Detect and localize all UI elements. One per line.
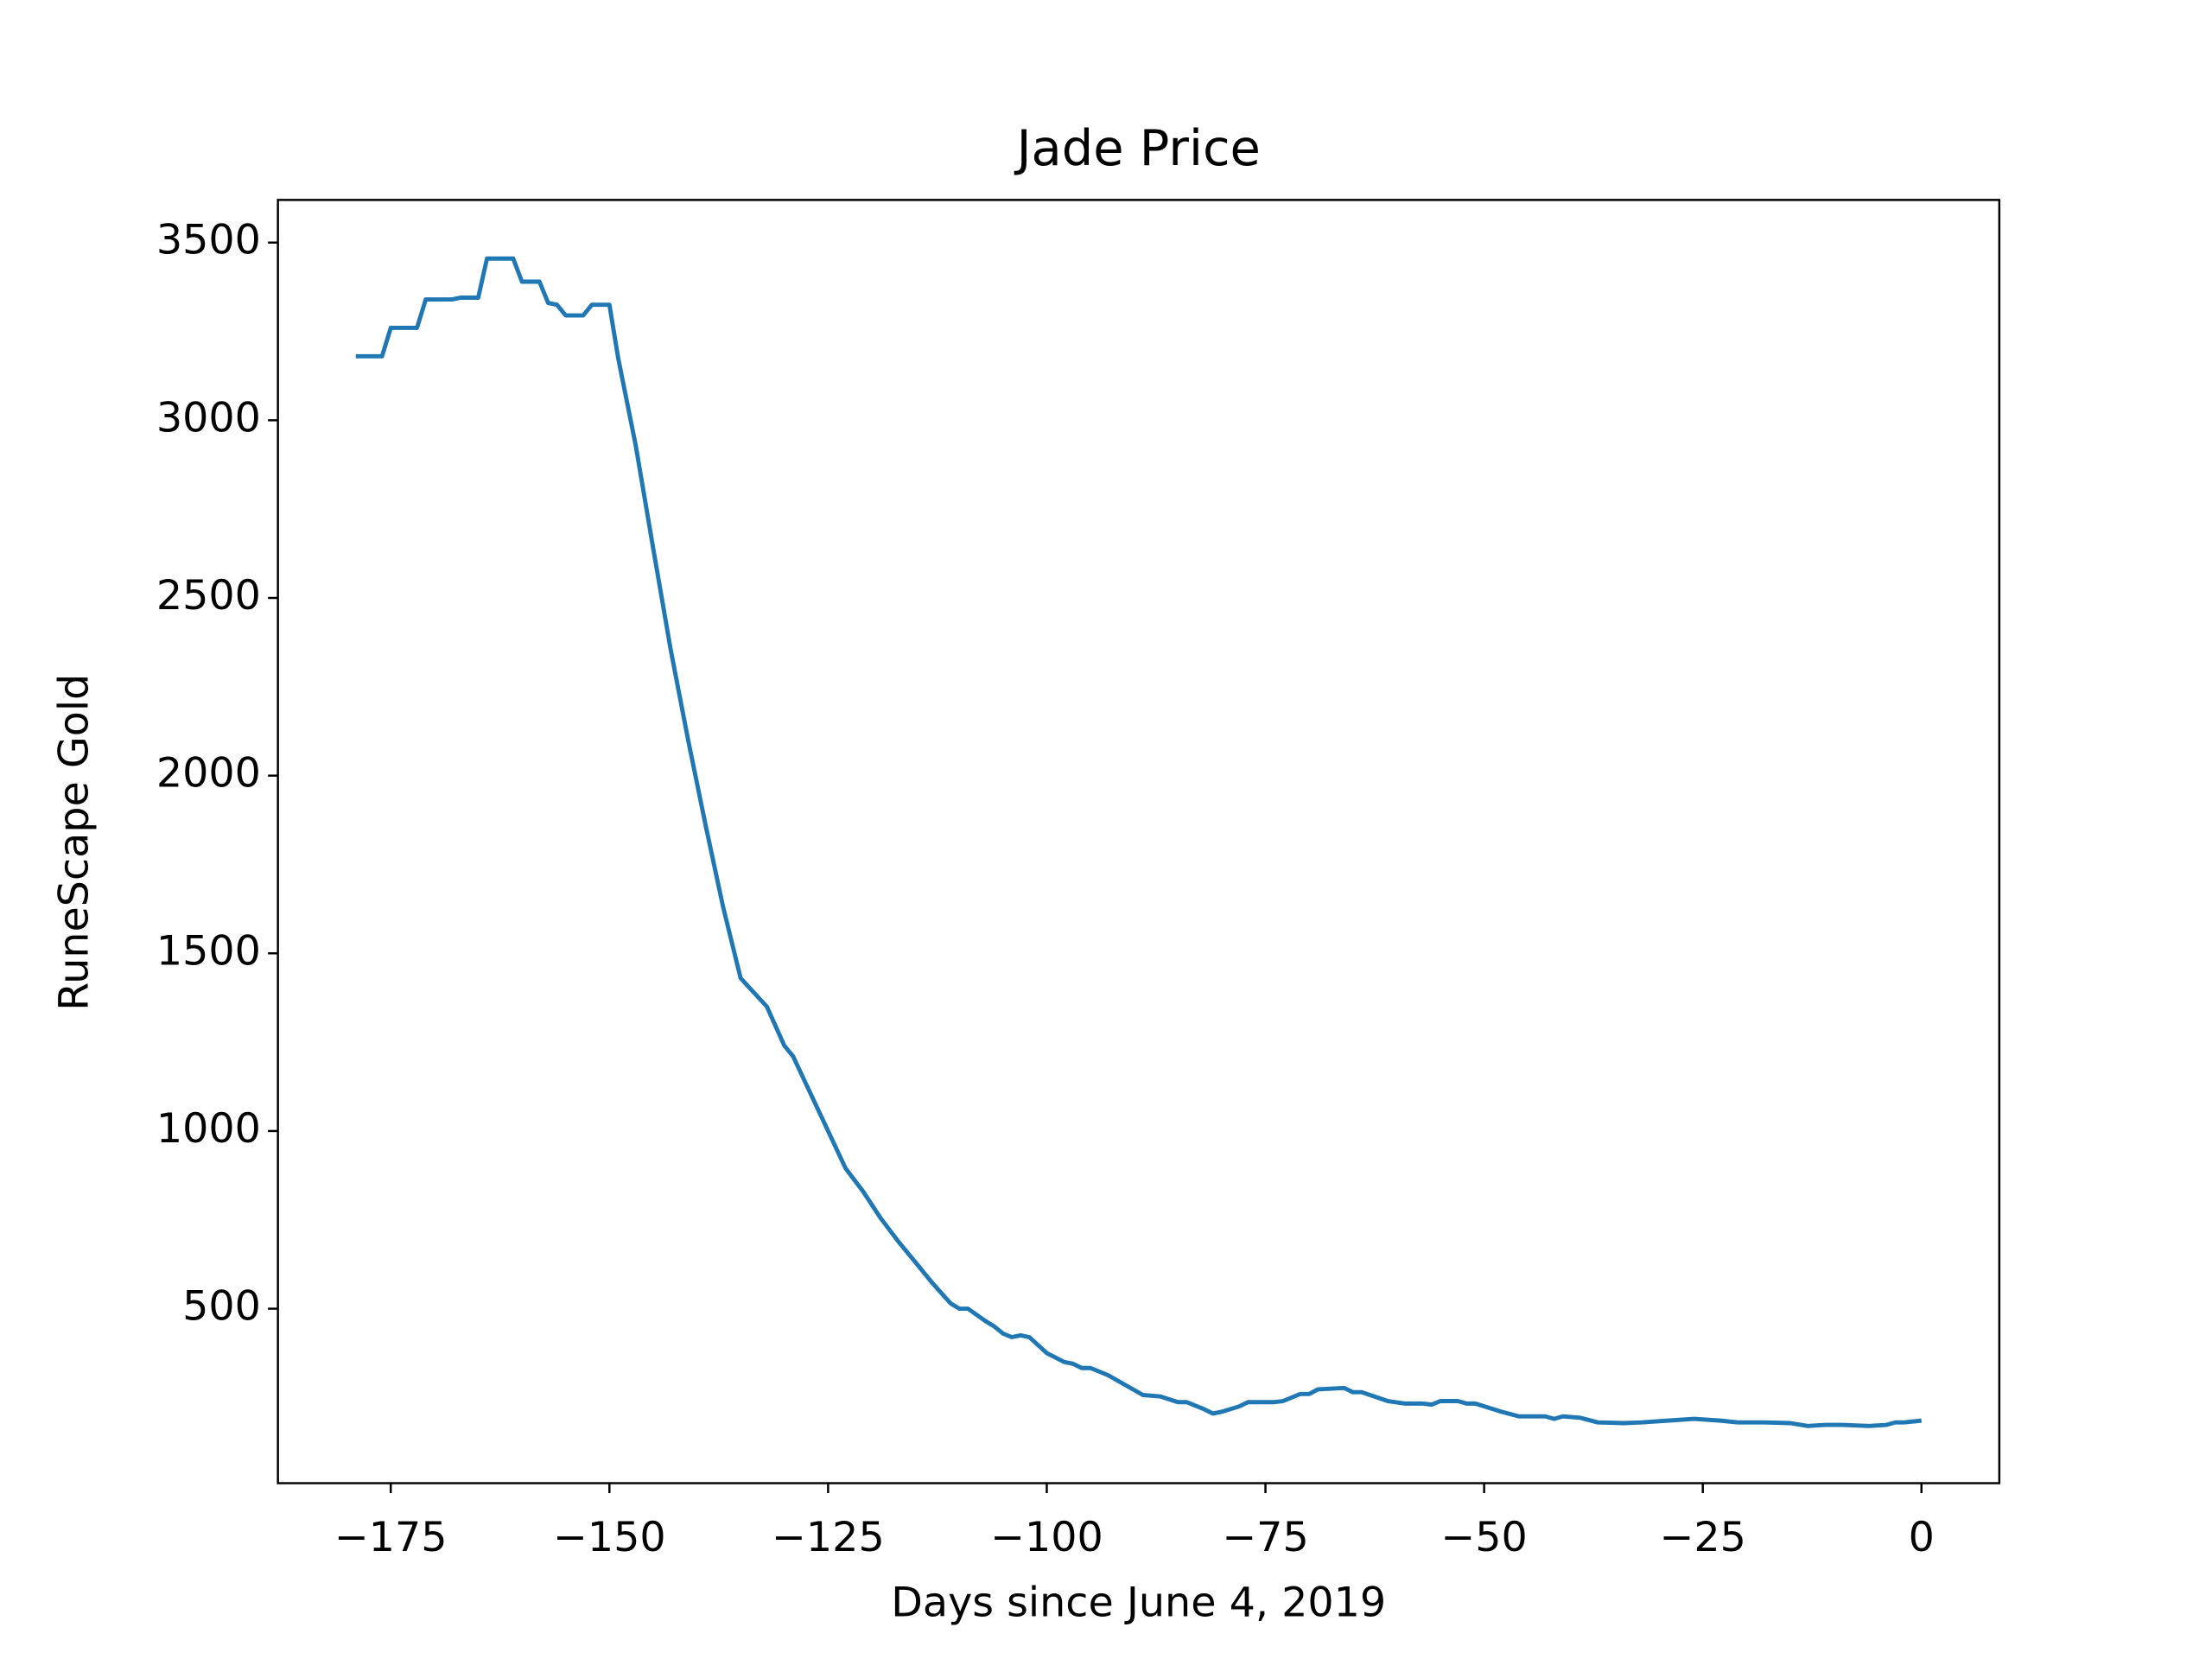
y-tick-label: 1000 [156, 1105, 261, 1153]
x-tick-label: −125 [772, 1514, 885, 1561]
x-tick-label: 0 [1909, 1514, 1935, 1561]
y-tick-label: 3500 [156, 217, 261, 264]
y-tick-label: 500 [182, 1283, 261, 1331]
x-tick-label: −175 [334, 1514, 448, 1561]
x-tick-label: −75 [1222, 1514, 1308, 1561]
x-axis-label: Days since June 4, 2019 [891, 1580, 1386, 1627]
chart-title: Jade Price [1014, 119, 1261, 177]
y-axis-label: RuneScape Gold [51, 674, 99, 1011]
y-tick-label: 3000 [156, 394, 261, 442]
y-tick-label: 2500 [156, 572, 261, 620]
data-line [355, 256, 1923, 1428]
x-tick-label: −25 [1659, 1514, 1745, 1561]
x-tick-label: −50 [1440, 1514, 1527, 1561]
x-tick-label: −150 [553, 1514, 666, 1561]
x-tick-label: −100 [990, 1514, 1103, 1561]
y-tick-label: 1500 [156, 927, 261, 975]
plot-frame [276, 199, 2001, 1484]
y-tick-label: 2000 [156, 750, 261, 798]
